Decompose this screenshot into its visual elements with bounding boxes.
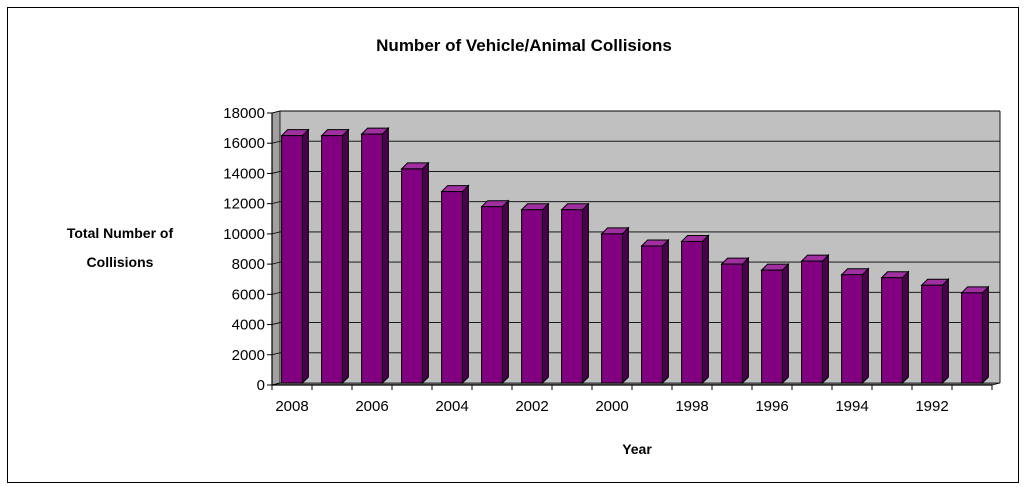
bar bbox=[881, 277, 903, 384]
y-tick-label: 12000 bbox=[223, 196, 265, 213]
bar-side bbox=[421, 161, 429, 385]
y-depth-line bbox=[271, 201, 281, 205]
bar-side bbox=[661, 238, 669, 385]
bar bbox=[401, 168, 423, 384]
y-axis-title-line-1: Total Number of bbox=[67, 225, 174, 241]
x-tick-label: 1994 bbox=[835, 398, 868, 415]
bar bbox=[761, 269, 783, 384]
plot-side-wall bbox=[271, 110, 281, 386]
bar-side bbox=[621, 226, 629, 385]
bar bbox=[281, 135, 303, 384]
x-tick-label: 2002 bbox=[515, 398, 548, 415]
y-depth-line bbox=[271, 231, 281, 235]
y-tick-label: 14000 bbox=[223, 165, 265, 182]
x-tick-label: 1998 bbox=[675, 398, 708, 415]
y-tick-label: 4000 bbox=[232, 317, 265, 334]
bar bbox=[961, 292, 983, 384]
y-tick-label: 0 bbox=[257, 377, 265, 394]
bar-side bbox=[781, 262, 789, 385]
chart-title: Number of Vehicle/Animal Collisions bbox=[376, 36, 672, 55]
bar-side bbox=[901, 270, 909, 385]
y-depth-line bbox=[271, 171, 281, 174]
bar-side bbox=[861, 267, 869, 385]
y-depth-line bbox=[271, 322, 281, 325]
plot-background bbox=[280, 111, 1000, 383]
bar bbox=[841, 274, 863, 384]
bar bbox=[521, 209, 543, 384]
bar-side bbox=[461, 184, 469, 385]
bar bbox=[481, 206, 503, 384]
y-tick-label: 18000 bbox=[223, 105, 265, 122]
bar bbox=[681, 240, 703, 384]
bar bbox=[801, 260, 823, 384]
x-tick-label: 2004 bbox=[435, 398, 468, 415]
bar-side bbox=[821, 253, 829, 385]
bar-side bbox=[981, 285, 989, 385]
x-tick-label: 2008 bbox=[275, 398, 308, 415]
bar bbox=[921, 284, 943, 384]
bar-side bbox=[941, 278, 949, 385]
x-tick-label: 2000 bbox=[595, 398, 628, 415]
y-tick-label: 2000 bbox=[232, 347, 265, 364]
y-depth-line bbox=[271, 261, 281, 265]
x-tick-label: 1996 bbox=[755, 398, 788, 415]
bar bbox=[601, 233, 623, 384]
bar-side bbox=[581, 202, 589, 385]
bar bbox=[361, 133, 383, 384]
y-tick-label: 6000 bbox=[232, 286, 265, 303]
bar bbox=[641, 245, 663, 384]
y-depth-line bbox=[271, 352, 281, 356]
bar-side bbox=[501, 199, 509, 385]
bar-side bbox=[381, 126, 389, 385]
y-tick-label: 16000 bbox=[223, 135, 265, 152]
bar-side bbox=[341, 128, 349, 385]
y-axis-title-line-2: Collisions bbox=[87, 254, 154, 270]
x-tick-label: 2006 bbox=[355, 398, 388, 415]
bar-side bbox=[741, 256, 749, 385]
bar-side bbox=[701, 234, 709, 385]
bar-side bbox=[541, 202, 549, 385]
y-depth-line bbox=[271, 291, 281, 295]
x-axis-title: Year bbox=[622, 441, 652, 457]
bar bbox=[441, 191, 463, 384]
bar-side bbox=[301, 128, 309, 385]
y-tick-label: 10000 bbox=[223, 226, 265, 243]
y-depth-line bbox=[271, 140, 281, 144]
bar bbox=[321, 135, 343, 384]
y-depth-line bbox=[271, 110, 281, 114]
y-tick-label: 8000 bbox=[232, 256, 265, 273]
bar bbox=[561, 209, 583, 384]
x-tick-label: 1992 bbox=[915, 398, 948, 415]
bar bbox=[721, 263, 743, 384]
